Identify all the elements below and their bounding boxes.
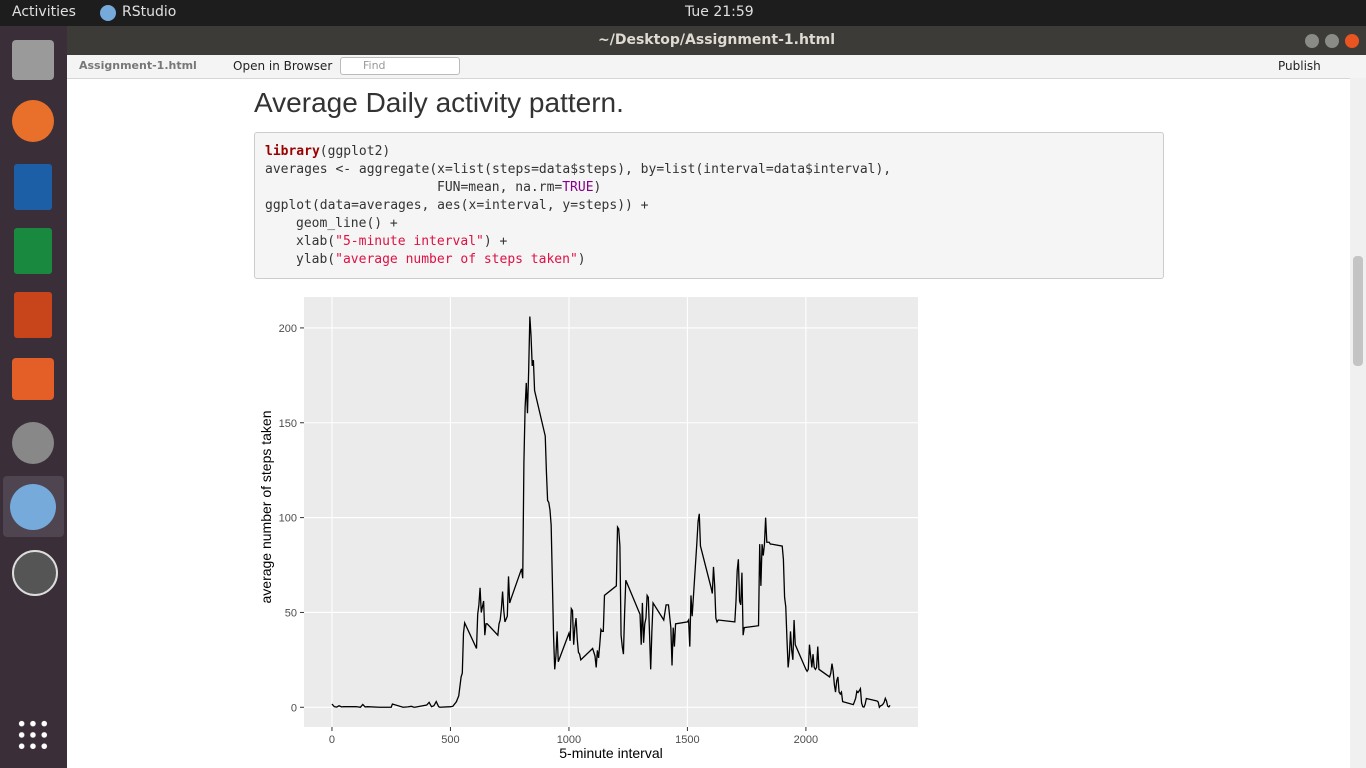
code-token: ) — [577, 252, 586, 267]
settings-icon[interactable] — [12, 422, 54, 464]
writer-icon[interactable] — [14, 164, 52, 210]
window-title-text: ~/Desktop/Assignment-1.html — [598, 32, 835, 48]
scrollbar[interactable] — [1350, 78, 1366, 768]
find-placeholder: Find — [363, 59, 386, 72]
app-icon — [100, 5, 116, 21]
scroll-thumb[interactable] — [1353, 256, 1363, 366]
code-token: "average number of steps taken" — [335, 252, 578, 267]
toolbar: Assignment-1.html Open in Browser Find P… — [67, 55, 1366, 79]
top-bar: Activities RStudio Tue 21:59 — [0, 0, 1366, 26]
x-tick-label: 2000 — [794, 734, 818, 746]
y-axis-label: average number of steps taken — [258, 410, 274, 603]
code-line: library(ggplot2) — [265, 143, 390, 161]
apps-grid[interactable] — [16, 718, 50, 752]
x-tick-label: 1500 — [675, 734, 699, 746]
file-tab[interactable]: Assignment-1.html — [79, 59, 197, 72]
code-line: xlab("5-minute interval") + — [296, 233, 507, 251]
data-line — [331, 316, 891, 709]
clock[interactable]: Tue 21:59 — [685, 4, 754, 20]
x-tick-label: 500 — [441, 734, 459, 746]
code-line: averages <- aggregate(x=list(steps=data$… — [265, 161, 891, 179]
software-icon[interactable] — [12, 358, 54, 400]
x-tick-label: 1000 — [557, 734, 581, 746]
code-token: ggplot(data=averages, aes(x=interval, y=… — [265, 198, 649, 213]
code-token: TRUE — [562, 180, 594, 195]
y-tick-label: 50 — [285, 607, 297, 619]
rstudio-icon[interactable] — [10, 484, 56, 530]
chart: 5-minute interval average number of step… — [258, 297, 918, 761]
plot-panel — [304, 297, 918, 727]
calc-icon[interactable] — [14, 228, 52, 274]
open-in-browser[interactable]: Open in Browser — [233, 59, 333, 73]
firefox-icon[interactable] — [12, 100, 54, 142]
updater-icon[interactable] — [12, 550, 58, 596]
find-box[interactable]: Find — [340, 57, 460, 75]
activities[interactable]: Activities — [12, 4, 76, 20]
code-token: averages <- aggregate(x=list(steps=data$… — [265, 162, 892, 177]
code-token: ) + — [483, 234, 508, 249]
code-line: ylab("average number of steps taken") — [296, 251, 586, 269]
minimize-button[interactable] — [1305, 34, 1319, 48]
code-token: library — [265, 144, 320, 159]
section-heading: Average Daily activity pattern. — [254, 87, 624, 118]
code-token: (ggplot2) — [319, 144, 391, 159]
code-token: xlab( — [296, 234, 336, 249]
y-tick-label: 150 — [279, 418, 297, 430]
code-block: library(ggplot2) averages <- aggregate(x… — [254, 132, 1164, 279]
code-token: FUN=mean, na.rm= — [437, 180, 563, 195]
dock — [0, 26, 67, 768]
close-button[interactable] — [1345, 34, 1359, 48]
y-tick-label: 100 — [279, 513, 297, 525]
code-line: geom_line() + — [296, 215, 398, 233]
files-icon[interactable] — [12, 40, 54, 80]
y-tick-label: 0 — [291, 702, 297, 714]
code-token: "5-minute interval" — [335, 234, 484, 249]
window-title: ~/Desktop/Assignment-1.html — [67, 26, 1366, 55]
code-token: ylab( — [296, 252, 336, 267]
code-line: FUN=mean, na.rm=TRUE) — [437, 179, 601, 197]
x-axis-label: 5-minute interval — [559, 745, 663, 761]
publish-button[interactable]: Publish — [1278, 59, 1321, 73]
code-token: ) — [593, 180, 602, 195]
x-tick-label: 0 — [329, 734, 335, 746]
impress-icon[interactable] — [14, 292, 52, 338]
code-token: geom_line() + — [296, 216, 398, 231]
maximize-button[interactable] — [1325, 34, 1339, 48]
code-line: ggplot(data=averages, aes(x=interval, y=… — [265, 197, 649, 215]
app-menu[interactable]: RStudio — [122, 4, 177, 20]
y-tick-label: 200 — [279, 323, 297, 335]
